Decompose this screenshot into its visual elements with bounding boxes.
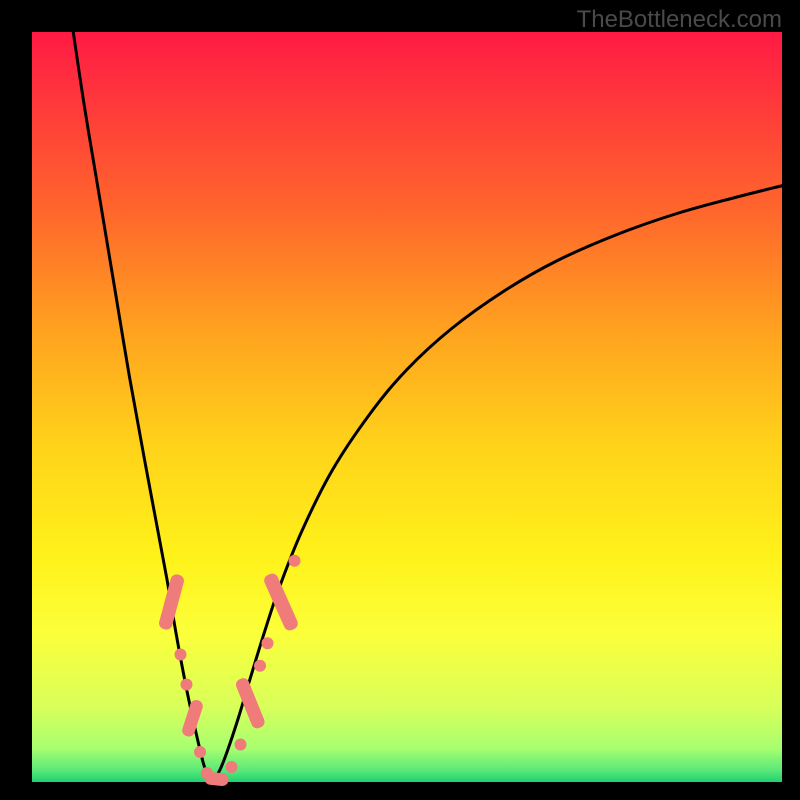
curve-marker (234, 676, 266, 730)
chart-stage: TheBottleneck.com (0, 0, 800, 800)
curve-marker (289, 555, 301, 567)
curve-marker (194, 746, 206, 758)
curve-marker (226, 761, 238, 773)
bottleneck-curve-left (73, 32, 212, 782)
curve-marker (175, 649, 187, 661)
plot-area (32, 32, 782, 782)
bottleneck-curve-right (212, 186, 782, 782)
curve-layer (32, 32, 782, 782)
curve-marker (262, 637, 274, 649)
curve-markers (158, 555, 301, 787)
watermark-text: TheBottleneck.com (577, 6, 782, 34)
curve-marker (254, 660, 266, 672)
curve-marker (204, 771, 229, 786)
curve-marker (235, 739, 247, 751)
curve-marker (181, 679, 193, 691)
curve-marker (158, 573, 186, 631)
curve-marker (181, 698, 205, 738)
